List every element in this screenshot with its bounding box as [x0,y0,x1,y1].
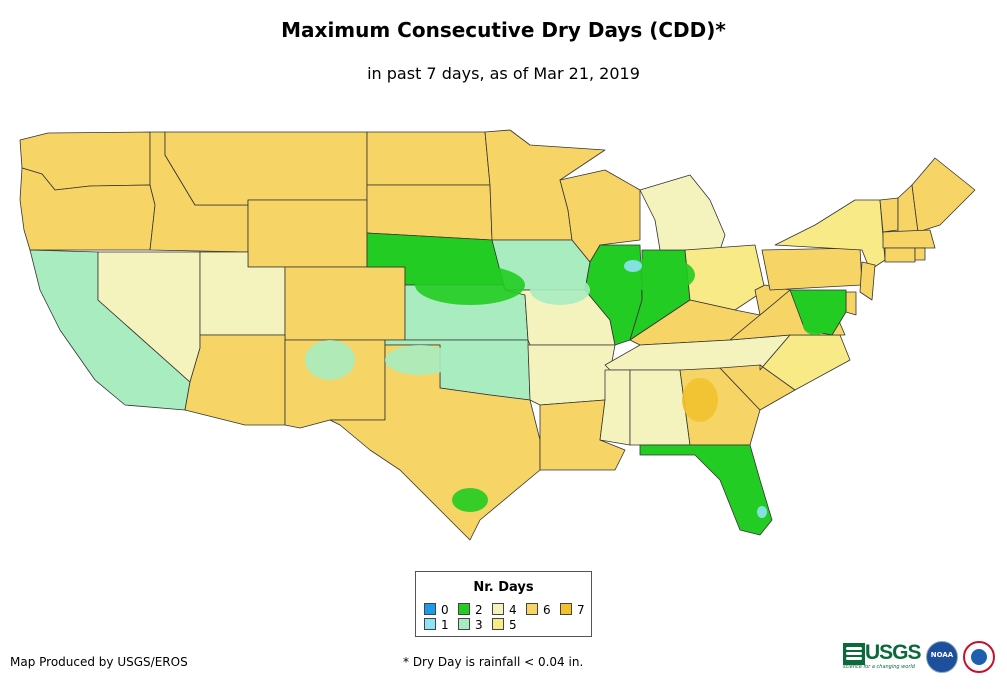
state-CT [884,247,916,263]
legend-item-5: 5 [492,618,517,632]
nws-logo [963,641,995,673]
legend-box: Nr. Days 0 1 2 3 4 5 6 7 [415,571,592,637]
dry-1-patch [624,260,642,272]
legend-swatch-7 [560,603,572,615]
legend-item-0: 0 [424,603,449,617]
state-AR [527,344,616,406]
dry-2-patch [731,465,759,525]
noaa-logo: NOAA [926,641,958,673]
legend-item-7: 7 [560,603,585,617]
legend-item-6: 6 [526,603,551,617]
state-ME [911,157,976,233]
legend-label-0: 0 [441,603,449,617]
legend-swatch-0 [424,603,436,615]
legend-label-2: 2 [475,603,483,617]
usgs-wave-icon [843,643,865,665]
dry-2-patch [415,265,525,305]
dry-2-patch [803,315,827,335]
state-RI [914,247,926,261]
state-shapes [19,129,976,541]
state-DE [845,291,857,316]
map-title: Maximum Consecutive Dry Days (CDD)* [281,18,726,42]
footnote-text: * Dry Day is rainfall < 0.04 in. [403,655,584,669]
dry-2-patch [452,488,488,512]
legend-swatch-5 [492,618,504,630]
legend-label-1: 1 [441,618,449,632]
state-AZ [184,334,286,426]
state-VT [879,197,899,233]
dry-3-patch [305,340,355,380]
legend-label-4: 4 [509,603,517,617]
credit-text: Map Produced by USGS/EROS [10,655,188,669]
legend-swatch-6 [526,603,538,615]
state-MT [164,131,368,206]
legend-swatch-2 [458,603,470,615]
legend-swatch-3 [458,618,470,630]
map-detail-patches [305,257,827,525]
legend-item-4: 4 [492,603,517,617]
dry-1-patch [757,506,767,518]
state-OH [684,244,766,311]
legend-title: Nr. Days [473,580,534,595]
legend-label-6: 6 [543,603,551,617]
legend-label-7: 7 [577,603,585,617]
dry-3-patch [530,275,590,305]
usgs-wordmark: USGS [865,641,922,664]
nws-emblem-icon [971,649,987,665]
noaa-wordmark: NOAA [930,651,954,659]
legend-item-2: 2 [458,603,483,617]
state-TX [329,344,541,541]
state-MS [599,369,631,446]
state-CO [284,266,406,341]
dry-2-patch [625,257,695,293]
state-AL [629,369,691,446]
legend-swatch-4 [492,603,504,615]
legend-label-5: 5 [509,618,517,632]
usgs-tagline: science for a changing world [843,664,915,670]
usgs-logo: USGS science for a changing world [843,641,922,670]
state-WY [247,199,368,268]
state-ND [366,131,491,186]
legend-label-3: 3 [475,618,483,632]
map-subtitle: in past 7 days, as of Mar 21, 2019 [367,64,640,83]
state-PA [761,247,863,291]
dry-3-patch [385,345,455,375]
state-MI [639,174,726,251]
state-MA [882,229,936,249]
state-NJ [859,261,876,301]
legend-item-3: 3 [458,618,483,632]
legend-item-1: 1 [424,618,449,632]
state-SD [366,184,493,241]
legend-swatch-1 [424,618,436,630]
dry-7-patch [682,378,718,422]
